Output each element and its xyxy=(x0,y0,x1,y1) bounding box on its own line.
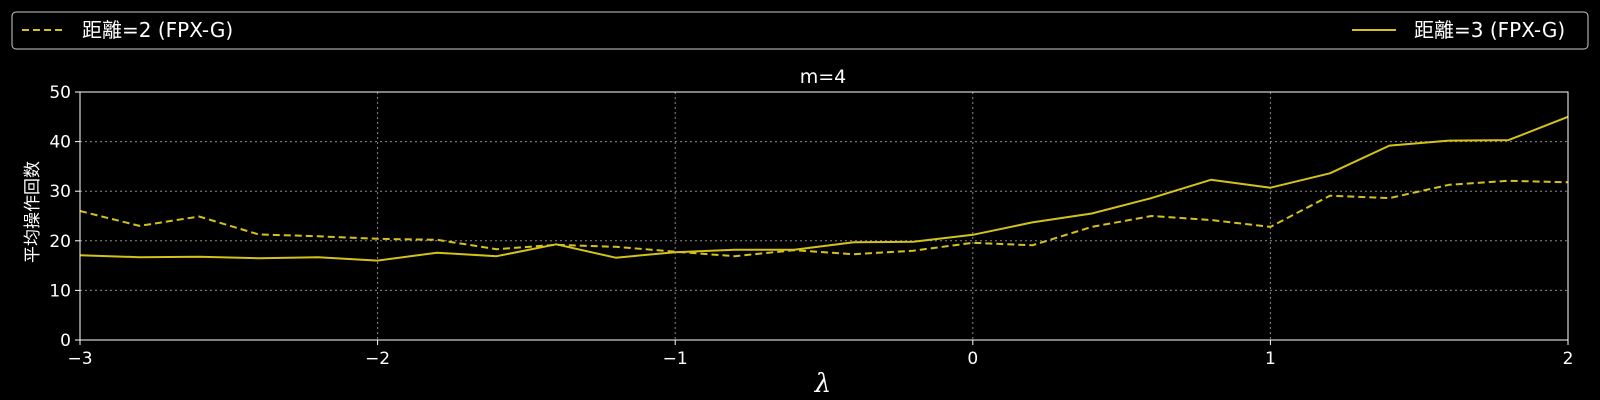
x-tick-label: 0 xyxy=(967,349,978,369)
legend-label-series-2: 距離=3 (FPX-G) xyxy=(1414,18,1565,42)
legend-frame xyxy=(11,11,1589,50)
y-tick-label: 0 xyxy=(60,331,71,351)
x-tick-label: −1 xyxy=(663,349,688,369)
y-tick-label: 30 xyxy=(49,182,71,202)
x-tick-label: 2 xyxy=(1563,349,1574,369)
x-tick-label: −3 xyxy=(67,349,92,369)
plot-frame xyxy=(79,91,1569,341)
legend-label-series-1: 距離=2 (FPX-G) xyxy=(82,18,233,42)
chart-title: m=4 xyxy=(800,66,847,88)
x-axis-ticks: −3 −2 −1 0 1 2 xyxy=(67,340,1573,369)
series-lines xyxy=(79,115,1569,262)
legend: 距離=2 (FPX-G) 距離=3 (FPX-G) xyxy=(11,11,1589,50)
x-tick-label: 1 xyxy=(1265,349,1276,369)
x-tick-label: −2 xyxy=(365,349,390,369)
y-tick-label: 10 xyxy=(49,281,71,301)
y-tick-label: 20 xyxy=(49,232,71,252)
x-axis-label: λ xyxy=(814,369,831,399)
series-line-1 xyxy=(79,179,1569,258)
y-axis-ticks: 0 10 20 30 40 50 xyxy=(49,83,80,351)
y-tick-label: 50 xyxy=(49,83,71,103)
y-tick-label: 40 xyxy=(49,133,71,153)
y-axis-label: 平均操作回数 xyxy=(23,161,43,263)
series-line-2 xyxy=(79,115,1569,262)
